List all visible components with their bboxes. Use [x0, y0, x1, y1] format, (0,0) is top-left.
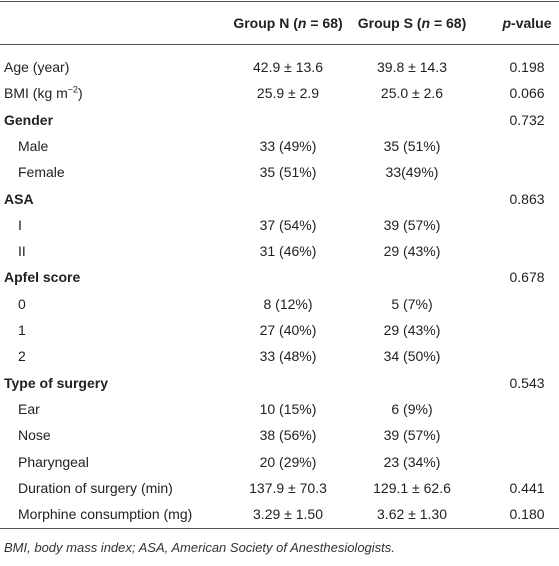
text-segment: BMI (kg m [4, 85, 68, 102]
italic-segment: n [421, 15, 431, 31]
top-rule [0, 1, 559, 2]
group-n-cell: 27 (40%) [259, 322, 317, 338]
italic-segment: n [297, 15, 307, 31]
row-label: Ear [18, 400, 40, 417]
column-header: p-value [502, 14, 551, 32]
group-s-cell: 129.1 ± 62.6 [373, 479, 451, 496]
group-n-cell: 31 (46%) [259, 243, 317, 260]
p-value-cell: 0.543 [509, 374, 545, 391]
group-n-cell: 137.9 ± 70.3 [249, 479, 327, 496]
row-label: II [18, 243, 26, 260]
row-label: Duration of surgery (min) [18, 479, 173, 496]
row-label: Pharyngeal [18, 453, 89, 470]
group-s-cell: 33(49%) [385, 164, 439, 181]
row-label: Age (year) [4, 59, 70, 75]
group-n-cell: 3.29 ± 1.50 [253, 506, 323, 523]
row-label: Morphine consumption (mg) [18, 506, 193, 523]
group-n-cell: 33 (48%) [259, 348, 317, 365]
p-value-cell: 0.678 [509, 269, 545, 286]
header-rule [0, 44, 559, 45]
group-s-cell: 25.0 ± 2.6 [380, 85, 444, 102]
group-s-cell: 29 (43%) [383, 243, 441, 260]
group-n-cell: 37 (54%) [259, 216, 317, 233]
group-n-cell: 33 (49%) [259, 137, 317, 154]
p-value-cell: 0.198 [509, 59, 545, 75]
row-label: 1 [18, 322, 26, 338]
row-label: 0 [18, 295, 26, 312]
row-label: Apfel score [4, 269, 81, 286]
text-segment: ) [78, 85, 83, 102]
group-n-cell: 20 (29%) [259, 453, 317, 470]
group-s-cell: 29 (43%) [383, 322, 441, 338]
column-header: Group S (n = 68) [358, 14, 467, 32]
footnote: BMI, body mass index; ASA, American Soci… [4, 540, 395, 555]
row-label: Nose [18, 427, 51, 444]
row-label: Gender [4, 111, 54, 128]
group-n-cell: 25.9 ± 2.9 [256, 85, 320, 102]
bottom-rule [0, 528, 559, 529]
group-n-cell: 8 (12%) [263, 295, 313, 312]
row-label: BMI (kg m−2) [4, 84, 83, 102]
text-segment: -value [511, 15, 552, 31]
group-s-cell: 39.8 ± 14.3 [377, 59, 447, 75]
p-value-cell: 0.863 [509, 190, 545, 207]
column-header: Group N (n = 68) [233, 14, 342, 32]
row-label: Male [18, 137, 49, 154]
row-label: ASA [4, 190, 34, 207]
group-s-cell: 35 (51%) [383, 137, 441, 154]
p-value-cell: 0.180 [509, 506, 545, 523]
text-segment: Group N ( [233, 15, 298, 31]
p-value-cell: 0.441 [509, 479, 545, 496]
text-segment: = 68) [306, 15, 343, 31]
row-label: I [18, 216, 22, 233]
group-n-cell: 10 (15%) [259, 400, 317, 417]
group-s-cell: 3.62 ± 1.30 [377, 506, 447, 523]
row-label: Type of surgery [4, 374, 108, 391]
group-s-cell: 23 (34%) [383, 453, 441, 470]
p-value-cell: 0.066 [509, 85, 545, 102]
p-value-cell: 0.732 [509, 111, 545, 128]
group-n-cell: 42.9 ± 13.6 [253, 59, 323, 75]
row-label: 2 [18, 348, 26, 365]
group-n-cell: 38 (56%) [259, 427, 317, 444]
row-label: Female [18, 164, 65, 181]
group-s-cell: 39 (57%) [383, 216, 441, 233]
text-segment: = 68) [430, 15, 467, 31]
group-s-cell: 6 (9%) [391, 400, 433, 417]
group-s-cell: 39 (57%) [383, 427, 441, 444]
group-s-cell: 34 (50%) [383, 348, 441, 365]
group-s-cell: 5 (7%) [391, 295, 433, 312]
text-segment: Group S ( [357, 15, 422, 31]
group-n-cell: 35 (51%) [259, 164, 317, 181]
superscript: −2 [67, 84, 79, 95]
italic-segment: p [502, 15, 512, 31]
